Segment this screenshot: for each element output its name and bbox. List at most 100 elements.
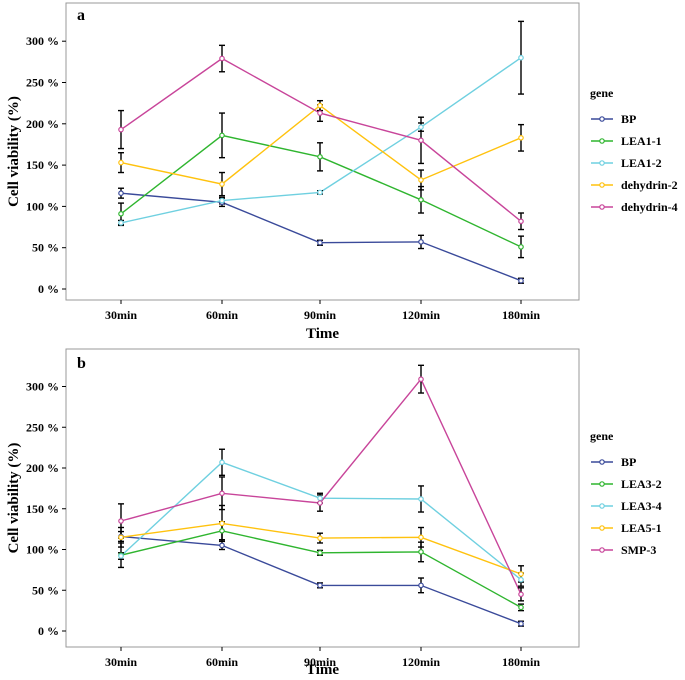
legend-label-BP: BP [621,455,636,469]
data-point-LEA1-2 [518,54,524,61]
y-tick-label: 300 % [26,380,59,394]
y-tick-label: 100 % [26,199,59,213]
y-tick-label: 250 % [26,76,59,90]
legend-marker-LEA1-2 [599,160,605,166]
data-point-BP [518,620,524,627]
legend-label-LEA3-2: LEA3-2 [621,477,662,491]
legend-title: gene [590,86,614,100]
y-tick-label: 300 % [26,34,59,48]
data-point-dehydrin-2 [518,135,524,141]
legend-label-dehydrin-2: dehydrin-2 [621,178,678,192]
data-point-dehydrin-4 [317,110,323,116]
x-tick-label: 90min [304,655,336,669]
y-tick-label: 200 % [26,117,59,131]
chart-panel-b: b 0 % 50 % 100 % 150 % 200 % 250 % 300 % 30min 60… [6,348,662,678]
data-point-BP [317,239,323,246]
data-point-BP [317,582,323,589]
data-point-LEA5-1 [418,534,424,541]
legend-label-LEA3-4: LEA3-4 [621,499,662,513]
legend-marker-SMP-3 [599,547,605,553]
data-point-dehydrin-4 [219,55,225,62]
panel-label: a [77,7,85,24]
data-point-dehydrin-4 [418,137,424,144]
y-tick-label: 0 % [38,624,59,638]
legend-marker-dehydrin-2 [599,182,605,188]
x-tick-label: 60min [206,655,238,669]
data-point-BP [518,277,524,284]
data-point-LEA1-1 [518,244,524,250]
data-point-dehydrin-2 [317,102,323,109]
data-point-SMP-3 [118,518,124,524]
data-point-LEA3-4 [118,553,124,559]
legend-marker-BP [599,116,605,122]
plot-frame [65,2,580,301]
data-point-BP [418,582,424,589]
y-tick-label: 150 % [26,502,59,516]
legend-title: gene [590,429,614,443]
data-point-LEA5-1 [317,535,323,541]
data-point-LEA5-1 [518,571,524,577]
x-tick-label: 120min [402,655,440,669]
y-tick-label: 50 % [32,241,59,255]
legend: gene BP LEA1-1 LEA1-2 dehydrin-2 dehydrin-4 [590,86,678,214]
data-point-LEA3-2 [317,549,323,556]
data-point-SMP-3 [219,490,225,497]
data-point-LEA3-2 [518,604,524,611]
y-tick-label: 100 % [26,543,59,557]
data-point-SMP-3 [418,376,424,383]
data-point-dehydrin-2 [219,181,225,187]
data-point-LEA3-4 [518,576,524,583]
y-tick-label: 200 % [26,461,59,475]
data-point-LEA1-2 [118,220,124,226]
legend-marker-LEA5-1 [599,525,605,531]
legend-marker-LEA3-2 [599,481,605,487]
x-tick-label: 90min [304,308,336,322]
data-point-LEA3-4 [219,459,225,466]
data-point-LEA3-2 [418,549,424,555]
legend-marker-BP [599,459,605,465]
x-tick-label: 30min [105,308,137,322]
y-tick-label: 150 % [26,158,59,172]
data-point-dehydrin-2 [118,159,124,166]
x-tick-label: 30min [105,655,137,669]
data-point-SMP-3 [518,591,524,598]
data-point-LEA1-2 [219,197,225,204]
x-tick-label: 120min [402,308,440,322]
legend: gene BP LEA3-2 LEA3-4 LEA5-1 SMP-3 [590,429,662,557]
x-tick-label: 180min [502,308,540,322]
legend-label-LEA1-2: LEA1-2 [621,156,662,170]
data-point-SMP-3 [317,500,323,506]
x-tick-label: 180min [502,655,540,669]
x-tick-label: 60min [206,308,238,322]
data-point-LEA3-4 [418,496,424,502]
legend-label-LEA5-1: LEA5-1 [621,521,662,535]
data-point-dehydrin-2 [418,177,424,183]
y-axis-title: Cell viability (%) [6,96,22,207]
x-axis-title: Time [306,662,339,678]
legend-marker-dehydrin-4 [599,204,605,210]
y-axis-title: Cell viability (%) [6,443,22,554]
legend-marker-LEA3-4 [599,503,605,509]
x-axis-title: Time [306,326,339,342]
data-point-dehydrin-4 [518,218,524,225]
data-point-LEA3-2 [219,527,225,534]
data-point-LEA1-1 [118,211,124,217]
legend-label-BP: BP [621,112,636,126]
data-point-LEA5-1 [219,520,225,527]
data-point-LEA1-1 [317,154,323,160]
y-tick-label: 0 % [38,282,59,296]
data-point-LEA5-1 [118,534,124,541]
data-point-dehydrin-4 [118,126,124,133]
data-point-LEA1-1 [219,132,225,139]
data-point-LEA1-2 [418,124,424,130]
chart-panel-a: a 0 % 50 % 100 % 150 % 200 % 250 % 300 % 30min 60… [6,2,678,342]
legend-marker-LEA1-1 [599,138,605,144]
data-point-LEA3-4 [317,495,323,502]
panel-label: b [77,355,86,372]
data-point-LEA1-1 [418,197,424,203]
legend-label-LEA1-1: LEA1-1 [621,134,662,148]
legend-label-SMP-3: SMP-3 [621,543,656,557]
y-tick-label: 50 % [32,583,59,597]
y-tick-label: 250 % [26,420,59,434]
